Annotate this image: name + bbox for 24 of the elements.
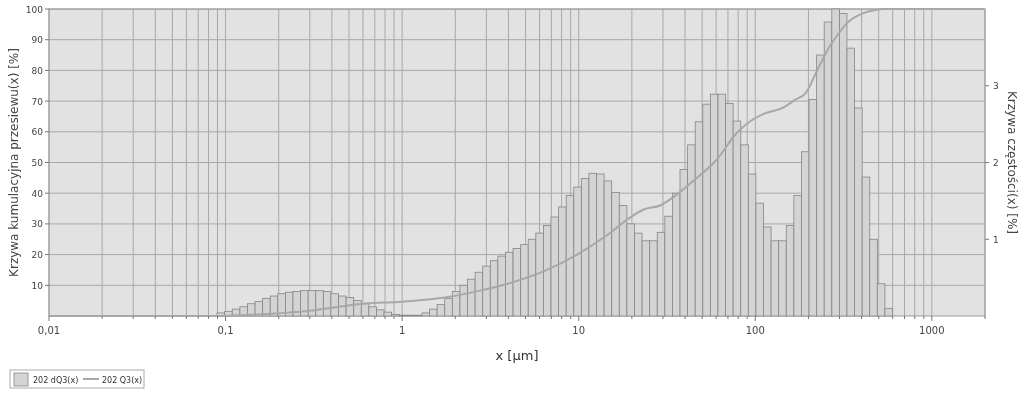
legend-label: 202 Q3(x): [102, 375, 143, 385]
y-tick-label: 50: [31, 158, 44, 168]
x-tick-label: 0,1: [217, 325, 234, 336]
x-tick-label: 1000: [919, 325, 945, 336]
y-tick-label: 40: [31, 188, 44, 199]
x-axis-title: x [µm]: [495, 348, 539, 363]
y-tick-label: 30: [31, 219, 44, 230]
y-tick-label: 90: [31, 35, 44, 46]
y-tick-label: 60: [31, 127, 44, 138]
x-tick-label: 100: [745, 325, 765, 336]
y-tick-label: 20: [31, 250, 44, 261]
x-tick-label: 0,01: [37, 325, 61, 336]
y-tick-label: 10: [31, 280, 44, 291]
legend-label: 202 dQ3(x): [33, 375, 79, 385]
y2-axis-title: Krzywa częstości(x) [%]: [1005, 91, 1019, 234]
y-tick-label: 80: [31, 65, 44, 76]
x-tick-label: 10: [572, 325, 586, 336]
y-tick-label: 100: [25, 4, 44, 15]
y-tick-label: 70: [31, 96, 44, 107]
y2-tick-label: 3: [993, 81, 999, 92]
y2-tick-label: 2: [993, 158, 999, 168]
y2-tick-label: 1: [993, 234, 999, 245]
x-tick-label: 1: [398, 325, 406, 336]
y-axis-title: Krzywa kumulacyjna przesiewu(x) [%]: [7, 48, 21, 277]
